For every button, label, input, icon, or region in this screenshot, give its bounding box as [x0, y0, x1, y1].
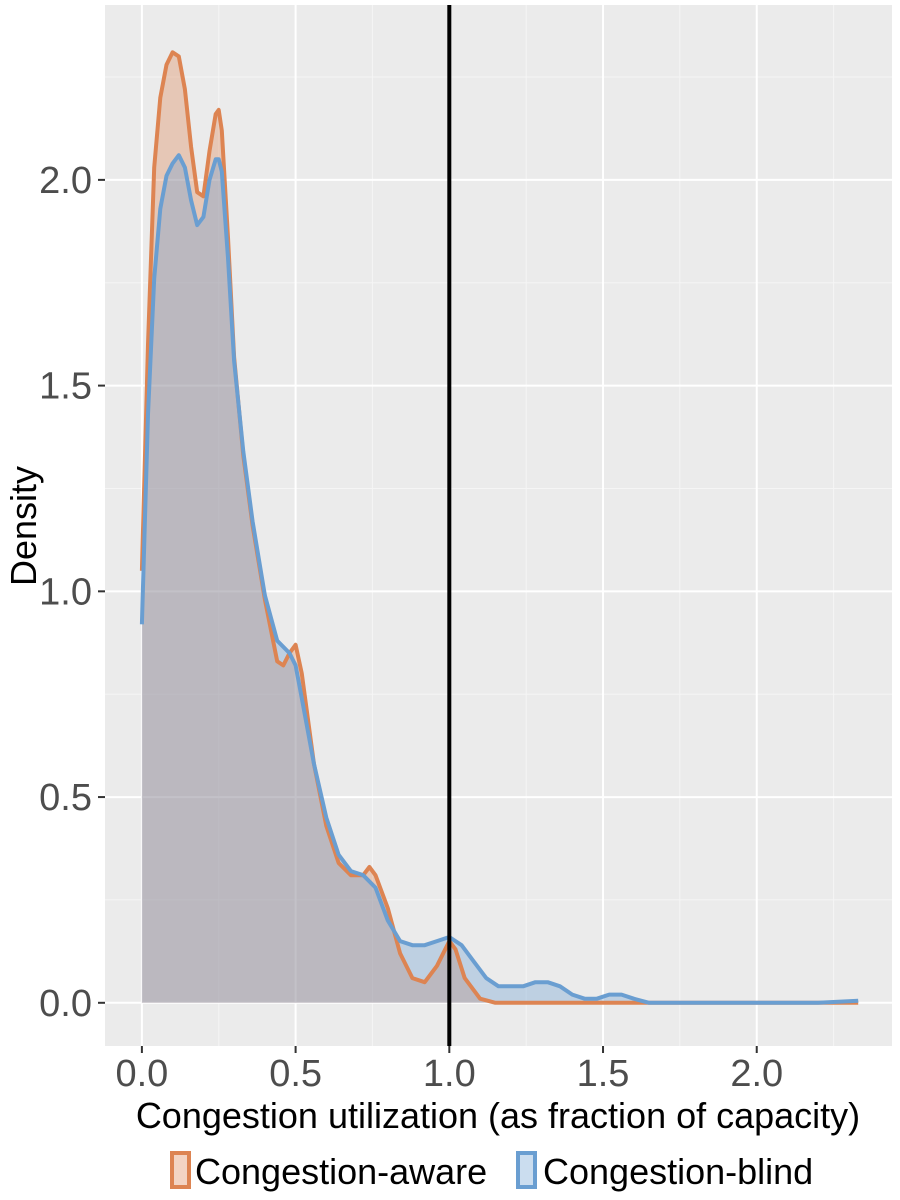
- legend-key-congestion-aware: [170, 1151, 191, 1189]
- density-area-congestion-blind: [141, 155, 859, 1003]
- y-tick-label: 1.0: [39, 571, 92, 613]
- x-tick-label: 0.5: [269, 1053, 322, 1095]
- y-tick-label: 0.5: [39, 777, 92, 819]
- series-fills: [141, 52, 859, 1003]
- y-tick-label: 0.0: [39, 983, 92, 1025]
- legend: Congestion-aware Congestion-blind: [170, 1151, 813, 1192]
- legend-key-congestion-blind: [516, 1151, 537, 1189]
- y-axis-label: Density: [3, 466, 44, 586]
- legend-label-congestion-aware: Congestion-aware: [195, 1151, 487, 1192]
- x-tick-label: 2.0: [730, 1053, 783, 1095]
- x-axis-ticks: 0.0 0.5 1.0 1.5 2.0: [115, 1046, 783, 1095]
- x-tick-label: 0.0: [115, 1053, 168, 1095]
- x-tick-label: 1.5: [577, 1053, 630, 1095]
- legend-label-congestion-blind: Congestion-blind: [543, 1151, 813, 1192]
- panel-background: [105, 5, 892, 1046]
- density-area-congestion-aware: [141, 52, 859, 1003]
- density-line-congestion-blind: [139, 153, 859, 1005]
- series-lines: [139, 50, 859, 1005]
- minor-gridlines: [105, 5, 892, 1046]
- density-line-congestion-aware: [139, 50, 859, 1005]
- x-tick-label: 1.0: [423, 1053, 476, 1095]
- y-tick-label: 2.0: [39, 160, 92, 202]
- y-tick-label: 1.5: [39, 366, 92, 408]
- y-axis-ticks: 0.0 0.5 1.0 1.5 2.0: [39, 160, 105, 1025]
- x-axis-label: Congestion utilization (as fraction of c…: [136, 1095, 860, 1136]
